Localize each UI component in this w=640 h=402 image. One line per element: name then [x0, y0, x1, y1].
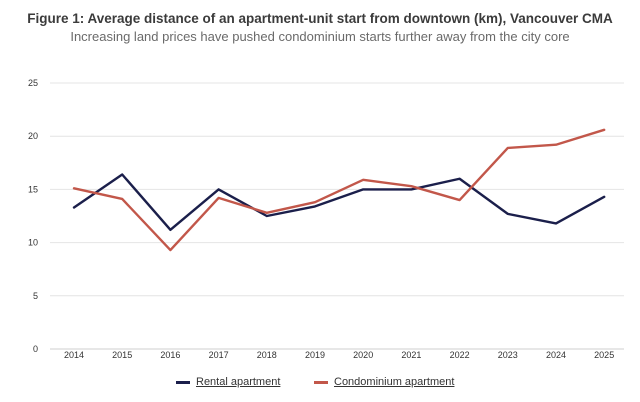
legend-label-condominium: Condominium apartment [334, 376, 455, 388]
series-line-rental-apartment [72, 173, 606, 232]
chart-legend: Rental apartment Condominium apartment [0, 376, 640, 392]
x-tick-label-2024: 2024 [546, 350, 566, 360]
x-tick-label-2020: 2020 [353, 350, 373, 360]
x-tick-label-2021: 2021 [401, 350, 421, 360]
chart-subtitle: Increasing land prices have pushed condo… [70, 29, 570, 44]
legend-item-condominium[interactable]: Condominium apartment [314, 376, 454, 388]
x-tick-label-2016: 2016 [160, 350, 180, 360]
legend-item-rental[interactable]: Rental apartment [176, 376, 280, 388]
y-tick-label-5: 5 [33, 291, 38, 301]
legend-swatch-condominium [314, 380, 328, 384]
y-tick-label-10: 10 [28, 238, 38, 248]
y-tick-label-0: 0 [33, 344, 38, 354]
legend-label-rental: Rental apartment [196, 376, 281, 388]
x-tick-label-2025: 2025 [594, 350, 614, 360]
series-line-condominium-apartment [72, 128, 606, 252]
y-tick-label-20: 20 [28, 131, 38, 141]
chart-title: Figure 1: Average distance of an apartme… [27, 11, 613, 26]
x-tick-label-2023: 2023 [498, 350, 518, 360]
y-tick-label-15: 15 [28, 184, 38, 194]
y-tick-label-25: 25 [28, 78, 38, 88]
x-tick-label-2017: 2017 [209, 350, 229, 360]
x-tick-label-2022: 2022 [450, 350, 470, 360]
x-tick-label-2019: 2019 [305, 350, 325, 360]
x-tick-label-2014: 2014 [64, 350, 84, 360]
x-tick-label-2015: 2015 [112, 350, 132, 360]
legend-swatch-rental [176, 380, 190, 384]
x-tick-label-2018: 2018 [257, 350, 277, 360]
